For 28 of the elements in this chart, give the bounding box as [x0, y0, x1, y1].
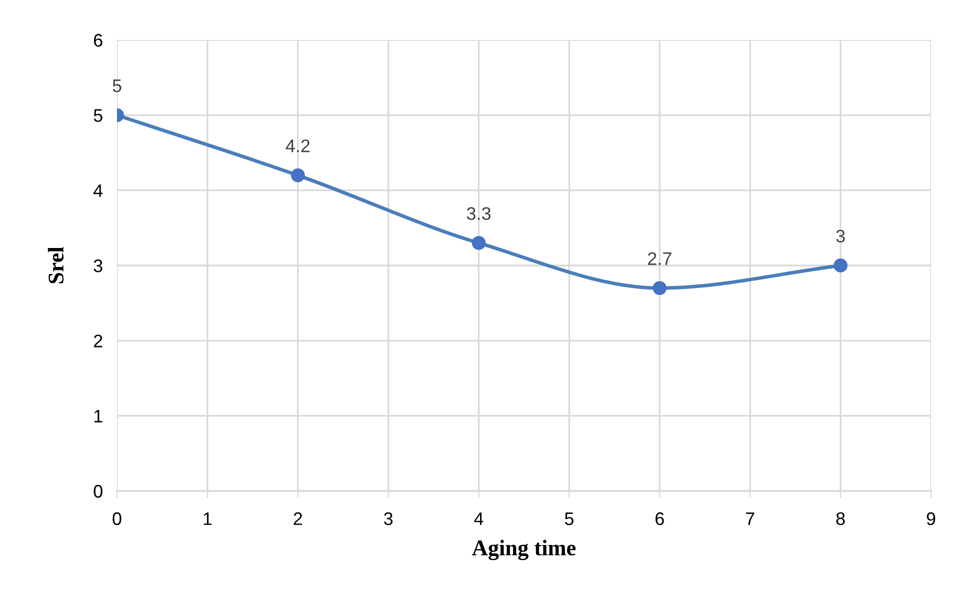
x-tick-label: 3 [384, 512, 393, 526]
x-tick-label: 1 [204, 512, 212, 525]
data-label: 4.2 [286, 140, 310, 152]
data-label: 2.7 [648, 252, 672, 265]
data-label: 5 [112, 80, 122, 92]
point [834, 258, 848, 272]
y-tick-label: 6 [94, 34, 102, 47]
x-tick-label: 6 [656, 512, 664, 526]
y-tick-label: 4 [93, 184, 103, 197]
x-tick-label: 9 [926, 512, 936, 526]
point [290, 168, 305, 182]
y-axis-title: Srel [48, 246, 64, 284]
data-label: 3.3 [466, 207, 491, 220]
x-tick-label: 2 [294, 512, 302, 525]
x-tick-label: 0 [112, 512, 122, 526]
y-tick-label: 0 [94, 484, 102, 498]
y-tick-label: 3 [94, 259, 102, 272]
x-tick-label: 5 [564, 512, 574, 526]
y-tick-label: 5 [94, 109, 102, 122]
x-tick-label: 8 [836, 512, 845, 526]
x-axis-title: Aging time [472, 540, 576, 560]
x-tick-label: 4 [474, 512, 484, 525]
point [472, 236, 486, 250]
x-tick-label: 7 [746, 512, 754, 525]
y-tick-label: 1 [94, 410, 102, 422]
point [652, 281, 667, 295]
y-tick-label: 2 [94, 334, 102, 348]
data-label: 3 [836, 230, 845, 242]
